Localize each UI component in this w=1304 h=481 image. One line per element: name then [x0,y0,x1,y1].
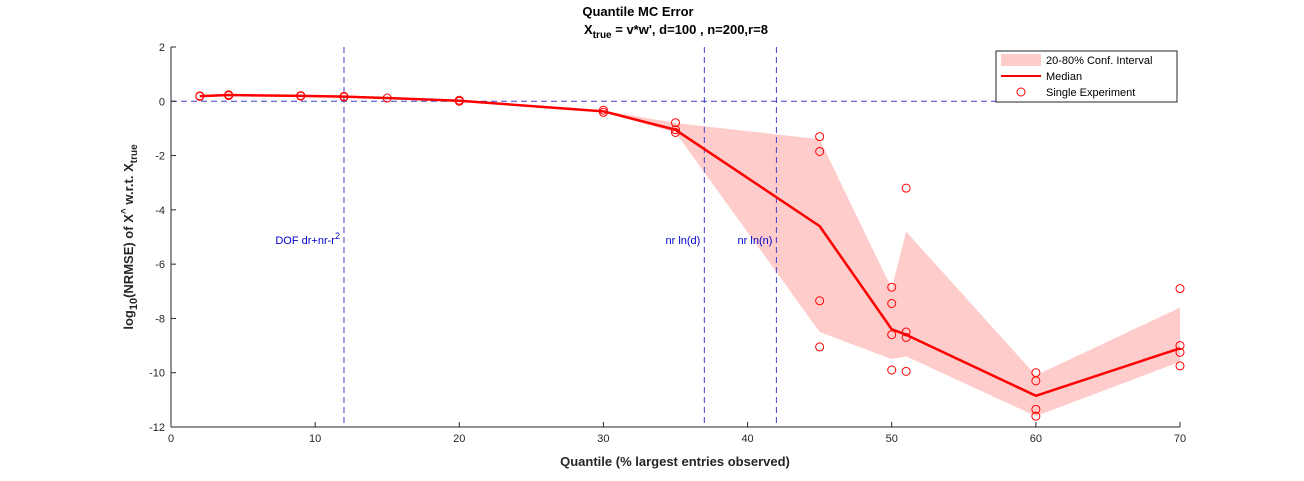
y-tick-label: -6 [155,259,165,271]
legend-label-scatter: Single Experiment [1046,87,1135,99]
scatter-point [671,125,680,135]
scatter-point [1175,347,1185,357]
y-tick-label: -8 [155,313,165,325]
scatter-point [1175,361,1185,371]
legend-swatch-scatter [1016,87,1026,97]
scatter-point [296,91,306,101]
legend-label-median: Median [1046,71,1082,83]
x-tick-label: 40 [741,433,753,445]
scatter-point [1031,376,1041,386]
scatter-point [815,147,825,156]
y-tick-label: 0 [159,96,165,108]
scatter-point [671,118,680,128]
y-tick-label: -2 [155,151,165,163]
scatter-point [1031,404,1041,414]
x-tick-label: 60 [1030,433,1042,445]
scatter-point [815,132,825,142]
scatter-point [1031,411,1041,421]
median-line [199,93,1181,398]
y-tick-label: 2 [159,42,165,54]
x-axis-label: Quantile (% largest entries observed) [560,454,790,469]
scatter-point [901,332,911,342]
x-tick-label: 20 [453,433,465,445]
x-tick-label: 0 [168,433,174,445]
scatter-point [195,91,205,101]
x-tick-label: 70 [1174,433,1186,445]
scatter-point [815,342,825,352]
scatter-point [598,107,608,117]
y-tick-label: -12 [149,422,165,434]
reference-label: nr ln(n) [738,235,773,247]
y-tick-label: -10 [149,368,165,380]
scatter-point [887,299,897,308]
x-tick-label: 10 [309,433,321,445]
scatter-point [1175,284,1185,294]
legend-swatch-band [1001,54,1041,66]
plot-area: DOF dr+nr-r2 nr ln(d) nr ln(n)0 10 20 30 40 50 6… [149,42,1186,445]
scatter-point [382,93,392,103]
y-axis-label: log10(NRMSE) of X^ w.r.t. Xtrue [120,144,140,330]
scatter-point [454,95,464,105]
scatter-point [224,90,234,100]
reference-label: nr ln(d) [665,235,700,247]
chart-title-group: Quantile MC Error Xtrue = v*w', d=100 , … [582,4,768,41]
scatter-point [671,128,680,137]
x-tick-label: 50 [886,433,898,445]
scatter-point [901,366,911,376]
legend: 20-80% Conf. Interval Median Single Expe… [995,50,1178,103]
scatter-point [598,105,608,115]
confidence-band [199,94,1181,417]
x-tick-label: 30 [597,433,609,445]
scatter-point [887,282,897,292]
chart-subtitle: Xtrue = v*w', d=100 , n=200,r=8 [584,22,768,41]
scatter-point [339,91,349,101]
scatter-point [815,296,825,306]
scatter-point [901,183,911,193]
scatter-point [887,365,897,375]
chart-title: Quantile MC Error [582,4,693,19]
reference-label: DOF dr+nr-r2 [275,231,340,247]
legend-label-band: 20-80% Conf. Interval [1046,55,1152,67]
scatter-point [887,330,897,340]
y-tick-label: -4 [155,205,165,217]
scatter-point [1175,341,1185,351]
scatter-point [901,327,911,337]
